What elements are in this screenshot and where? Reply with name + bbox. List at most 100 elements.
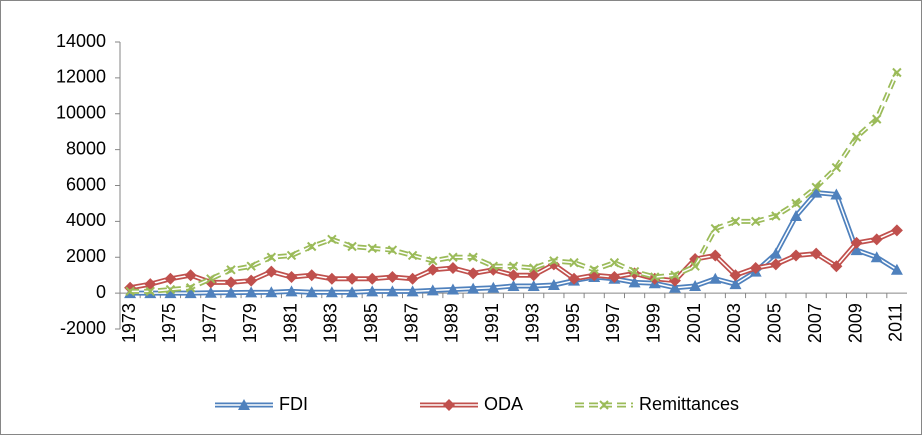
point — [446, 283, 459, 295]
point — [709, 249, 722, 262]
point — [346, 272, 359, 285]
x-tick-label: 1975 — [159, 303, 179, 343]
point — [325, 286, 338, 298]
point — [185, 283, 196, 293]
x-tick-label: 1977 — [200, 303, 220, 343]
legend-label: FDI — [279, 394, 308, 414]
point — [406, 285, 419, 297]
point — [668, 281, 681, 293]
x-tick-label: 1981 — [280, 303, 300, 343]
point — [407, 250, 418, 261]
point — [670, 270, 680, 280]
point — [285, 270, 298, 283]
point — [892, 67, 902, 78]
x-tick-label: 1995 — [563, 303, 583, 343]
point — [285, 285, 298, 297]
point — [265, 265, 278, 278]
point — [771, 211, 781, 221]
point — [145, 286, 155, 297]
point — [890, 224, 903, 237]
y-tick-label: 8000 — [66, 138, 106, 158]
point — [184, 287, 197, 299]
point — [790, 209, 803, 221]
point — [346, 286, 359, 298]
y-tick-label: 12000 — [56, 67, 106, 87]
point — [791, 198, 801, 209]
point — [266, 252, 277, 262]
legend-label: Remittances — [639, 394, 739, 414]
point — [428, 256, 438, 266]
point — [265, 286, 278, 298]
point — [224, 286, 237, 298]
point — [306, 241, 317, 252]
point — [749, 262, 762, 275]
point — [547, 279, 560, 291]
point — [527, 279, 540, 291]
point — [426, 284, 439, 296]
legend-marker — [599, 400, 609, 410]
x-tick-label: 1979 — [240, 303, 260, 343]
x-tick-label: 2003 — [724, 303, 744, 343]
point — [609, 257, 620, 268]
point — [206, 274, 216, 284]
point — [729, 278, 742, 290]
point — [769, 247, 782, 259]
point — [549, 256, 559, 266]
point — [386, 270, 399, 283]
point — [872, 114, 882, 124]
point — [467, 282, 480, 294]
y-tick-label: 2000 — [66, 246, 106, 266]
point — [629, 266, 640, 277]
point — [165, 284, 176, 295]
point — [245, 274, 258, 287]
point — [367, 243, 377, 253]
point — [628, 276, 641, 288]
point — [387, 245, 398, 255]
point — [811, 182, 821, 193]
point — [608, 270, 621, 283]
y-tick-label: 10000 — [56, 103, 106, 123]
point — [710, 223, 721, 234]
x-tick-label: 2001 — [684, 303, 704, 343]
point — [528, 263, 539, 273]
point — [245, 286, 258, 298]
point — [568, 272, 581, 285]
point — [487, 281, 500, 293]
point — [589, 265, 599, 275]
point — [125, 286, 135, 297]
point — [730, 216, 741, 227]
point — [224, 276, 237, 289]
x-tick-label: 1985 — [361, 303, 381, 343]
point — [246, 261, 256, 271]
point — [650, 272, 660, 282]
point — [305, 286, 318, 298]
point — [830, 260, 843, 273]
point — [569, 257, 579, 268]
point — [690, 261, 700, 271]
point — [729, 269, 742, 282]
point — [870, 233, 883, 246]
x-tick-label: 1997 — [603, 303, 623, 343]
x-tick-label: 1999 — [644, 303, 664, 343]
x-tick-label: 2005 — [765, 303, 785, 343]
point — [689, 279, 702, 291]
point — [286, 250, 297, 261]
y-tick-label: 14000 — [56, 31, 106, 51]
point — [790, 249, 803, 262]
legend-label: ODA — [484, 394, 523, 414]
point — [446, 262, 459, 275]
point — [810, 186, 823, 198]
point — [204, 286, 217, 298]
point — [750, 216, 761, 227]
point — [709, 272, 722, 284]
legend-marker — [238, 399, 250, 410]
point — [327, 234, 337, 245]
point — [830, 188, 843, 200]
point — [305, 269, 318, 282]
point — [870, 251, 883, 263]
x-tick-label: 1993 — [522, 303, 542, 343]
point — [164, 287, 177, 299]
point — [810, 247, 823, 260]
